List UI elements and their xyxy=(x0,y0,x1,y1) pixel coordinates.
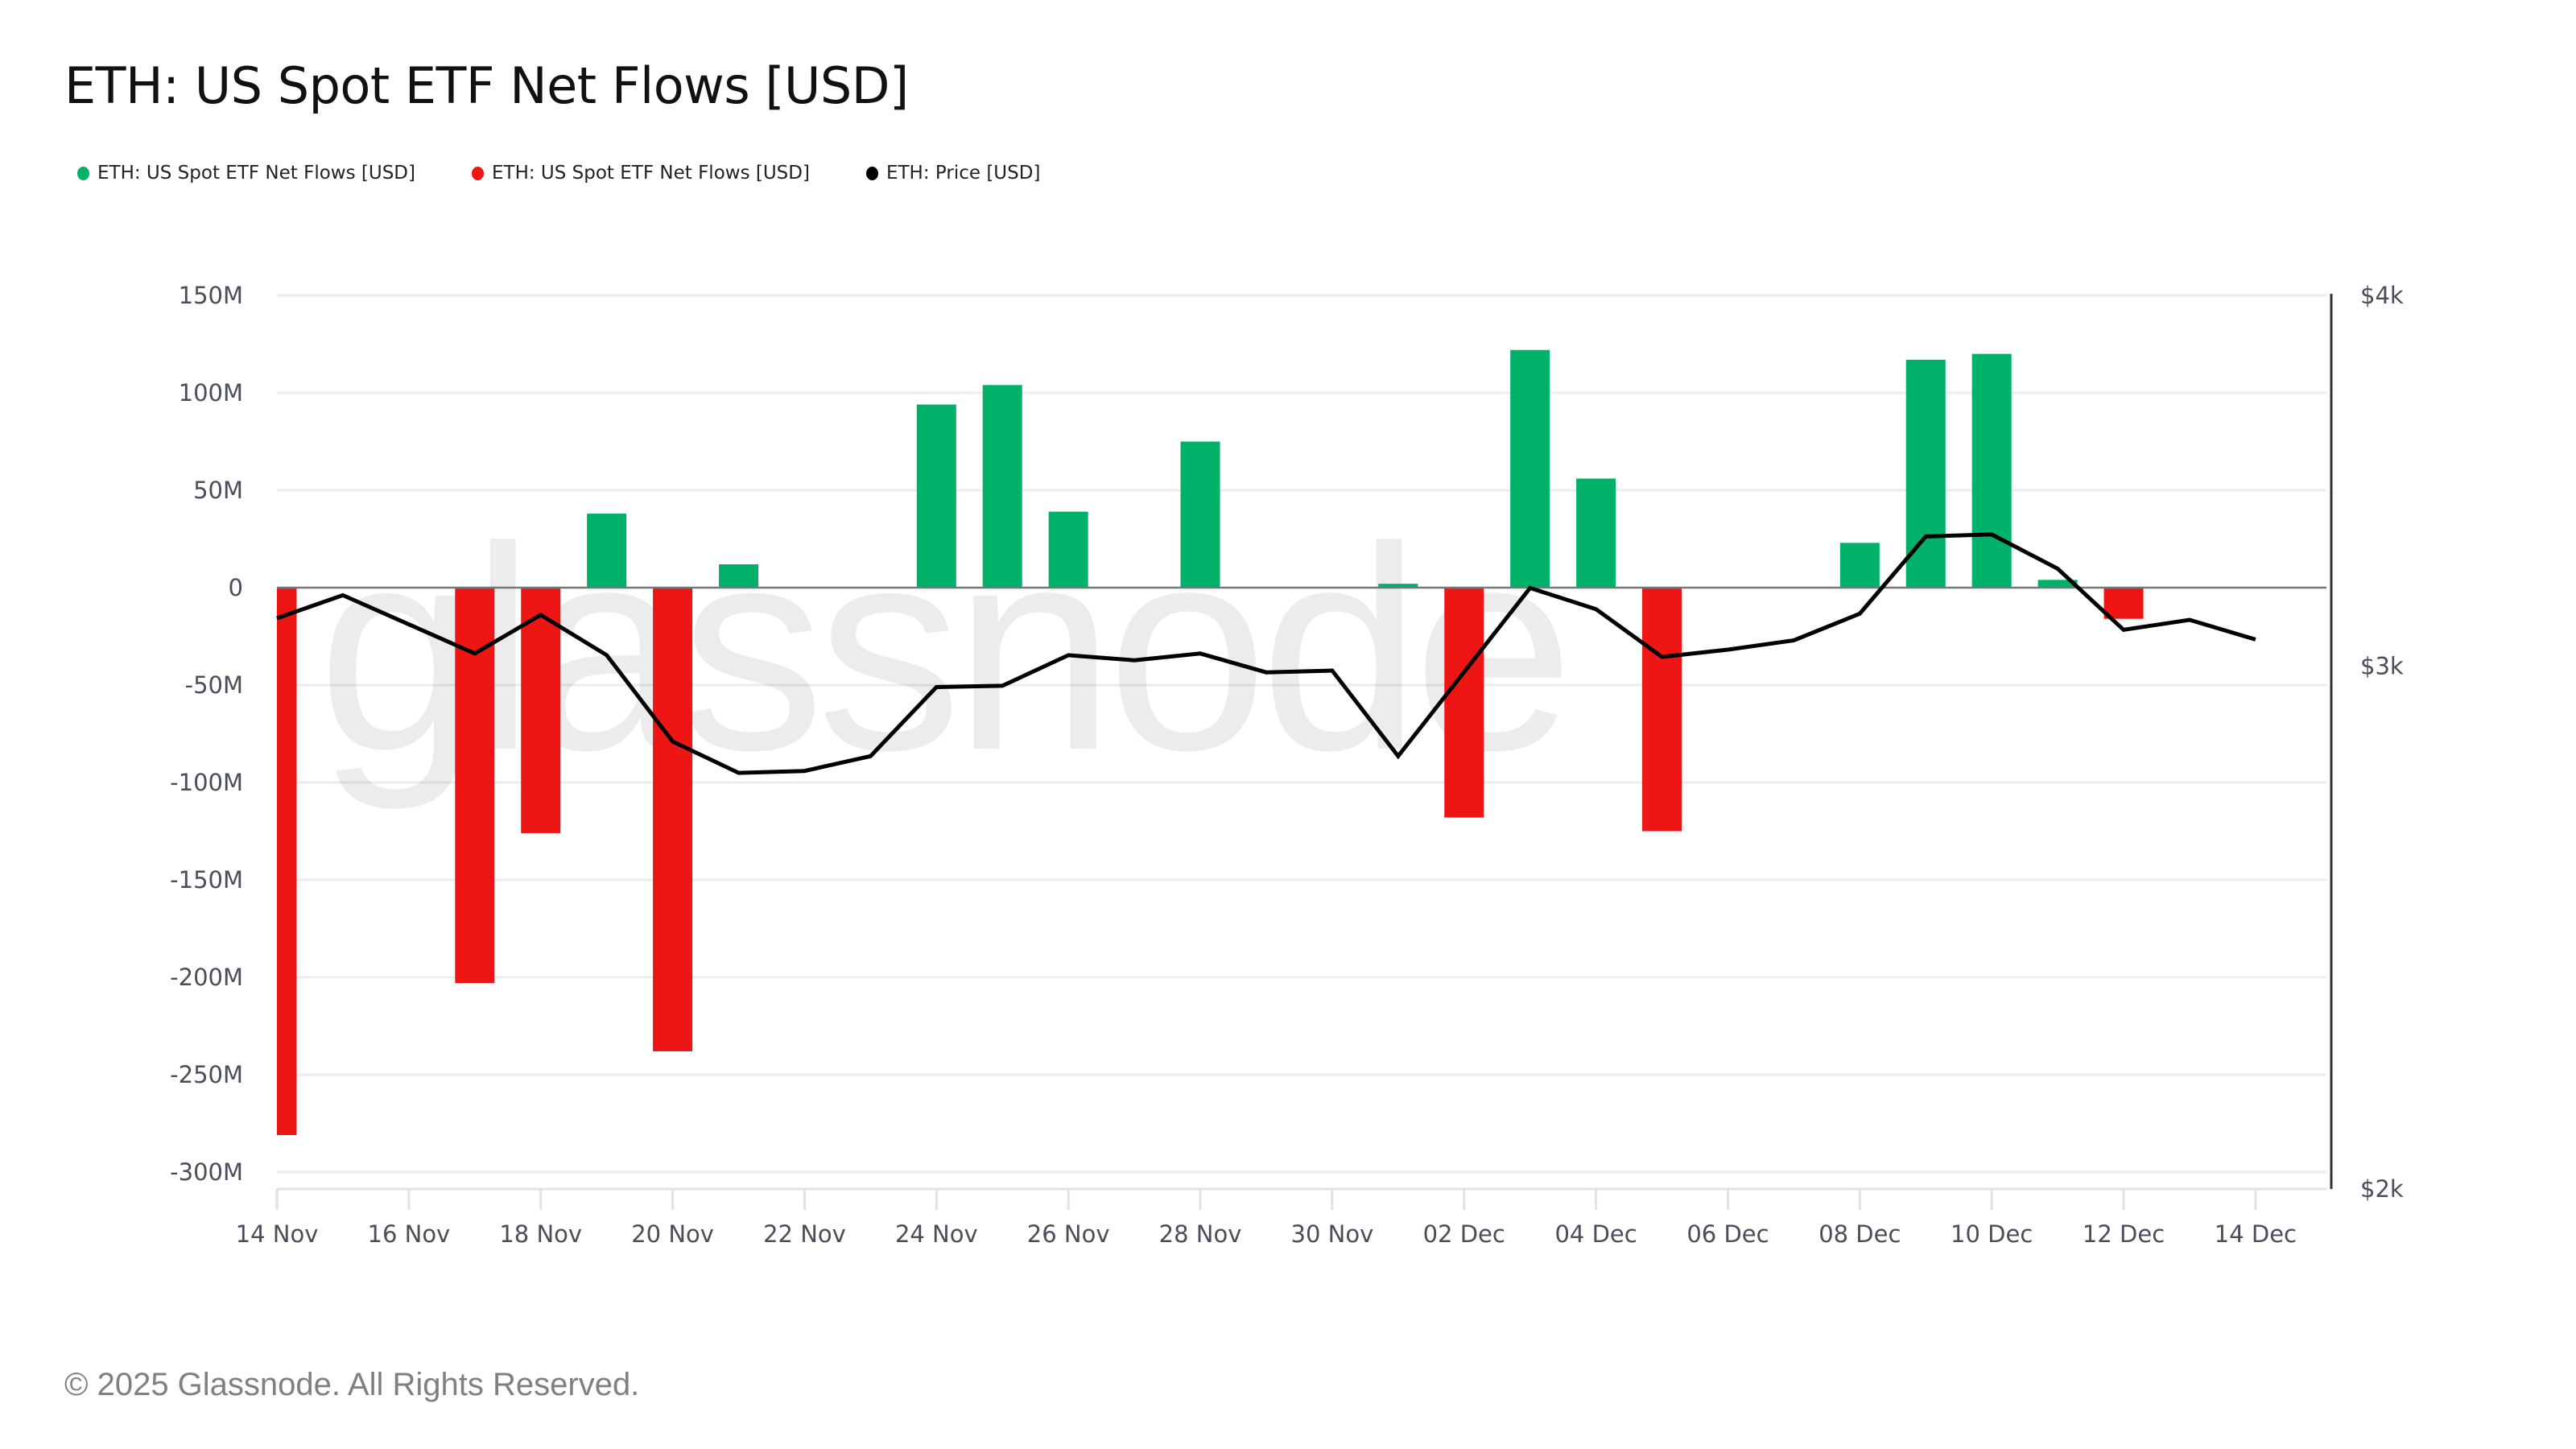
legend-label: ETH: US Spot ETF Net Flows [USD] xyxy=(97,163,415,184)
x-axis-tick-label: 16 Nov xyxy=(368,1220,451,1248)
outflow-bar[interactable] xyxy=(277,588,297,1136)
x-axis-tick-label: 28 Nov xyxy=(1159,1220,1242,1248)
inflow-bar[interactable] xyxy=(982,385,1022,588)
net-flow-bars xyxy=(277,349,2144,1136)
legend-item-price[interactable]: ETH: Price [USD] xyxy=(865,163,1041,184)
x-axis: 14 Nov 16 Nov 18 Nov 20 Nov 22 Nov 24 Nov 26 N… xyxy=(236,1189,2297,1248)
copyright-footer: © 2025 Glassnode. All Rights Reserved. xyxy=(64,1367,640,1402)
x-axis-tick-label: 14 Nov xyxy=(236,1220,319,1248)
left-axis-tick-label: -150M xyxy=(170,866,243,894)
left-axis-tick-label: 150M xyxy=(179,282,243,309)
outflow-bar[interactable] xyxy=(653,588,693,1051)
x-axis-tick-label: 10 Dec xyxy=(1951,1220,2033,1248)
price-line xyxy=(276,532,2256,775)
inflow-bar[interactable] xyxy=(1378,584,1418,588)
outflow-bar[interactable] xyxy=(1642,588,1682,832)
inflow-bar[interactable] xyxy=(1839,543,1880,588)
black-dot-icon xyxy=(865,166,878,180)
green-dot-icon xyxy=(77,166,89,180)
inflow-bar[interactable] xyxy=(916,404,956,588)
legend-item-inflows[interactable]: ETH: US Spot ETF Net Flows [USD] xyxy=(77,163,415,184)
x-axis-tick-label: 14 Dec xyxy=(2215,1220,2297,1248)
inflow-bar[interactable] xyxy=(1510,349,1550,588)
left-axis-tick-label: -200M xyxy=(170,964,243,991)
x-axis-tick-label: 08 Dec xyxy=(1818,1220,1901,1248)
right-axis-tick-label: $4k xyxy=(2360,282,2404,309)
inflow-bar[interactable] xyxy=(1576,478,1616,588)
inflow-bar[interactable] xyxy=(1180,441,1220,588)
left-axis-tick-label: -250M xyxy=(170,1061,243,1088)
legend-item-outflows[interactable]: ETH: US Spot ETF Net Flows [USD] xyxy=(471,163,810,184)
left-axis-tick-label: -50M xyxy=(185,671,243,699)
gridlines xyxy=(277,294,2326,1191)
outflow-bar[interactable] xyxy=(2103,588,2144,619)
inflow-bar[interactable] xyxy=(1971,353,2012,588)
inflow-bar[interactable] xyxy=(1048,511,1088,588)
red-dot-icon xyxy=(471,166,484,180)
x-axis-tick-label: 18 Nov xyxy=(499,1220,582,1248)
inflow-bar[interactable] xyxy=(2037,580,2078,588)
inflow-bar[interactable] xyxy=(587,514,627,588)
legend-label: ETH: US Spot ETF Net Flows [USD] xyxy=(491,163,810,184)
right-axis: $4k $3k $2k xyxy=(2330,282,2404,1203)
left-axis-tick-label: -100M xyxy=(170,769,243,796)
x-axis-tick-label: 24 Nov xyxy=(895,1220,978,1248)
x-axis-tick-label: 04 Dec xyxy=(1554,1220,1637,1248)
left-axis-tick-label: -300M xyxy=(170,1158,243,1186)
left-axis-tick-label: 0 xyxy=(229,574,243,601)
right-axis-tick-label: $3k xyxy=(2360,653,2404,680)
x-axis-tick-label: 30 Nov xyxy=(1291,1220,1374,1248)
legend-label: ETH: Price [USD] xyxy=(886,163,1041,184)
left-axis-tick-label: 50M xyxy=(193,477,243,504)
legend: ETH: US Spot ETF Net Flows [USD] ETH: US… xyxy=(77,163,1096,184)
x-axis-tick-label: 22 Nov xyxy=(763,1220,846,1248)
left-axis: 150M 100M 50M 0 -50M -100M -150M -200M -250M -300… xyxy=(170,282,243,1186)
left-axis-tick-label: 100M xyxy=(179,379,243,407)
x-axis-tick-label: 26 Nov xyxy=(1027,1220,1110,1248)
x-axis-tick-label: 02 Dec xyxy=(1423,1220,1505,1248)
x-axis-tick-label: 12 Dec xyxy=(2083,1220,2165,1248)
outflow-bar[interactable] xyxy=(1444,588,1484,818)
x-axis-tick-label: 06 Dec xyxy=(1686,1220,1769,1248)
x-axis-tick-label: 20 Nov xyxy=(631,1220,714,1248)
outflow-bar[interactable] xyxy=(521,588,561,833)
right-axis-tick-label: $2k xyxy=(2360,1175,2404,1203)
inflow-bar[interactable] xyxy=(719,564,759,588)
chart-title: ETH: US Spot ETF Net Flows [USD] xyxy=(64,56,909,115)
